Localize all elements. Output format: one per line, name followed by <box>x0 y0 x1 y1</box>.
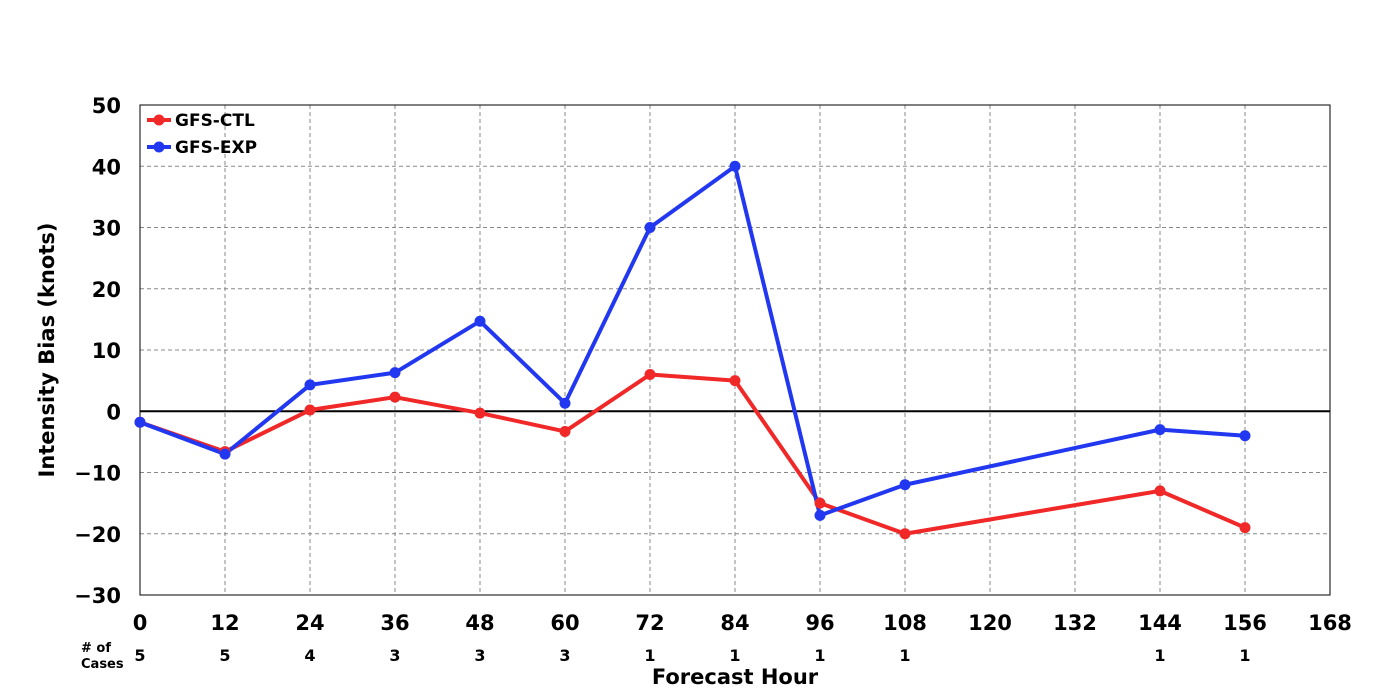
plot-frame <box>139 104 1331 596</box>
data-point-gfs-ctl <box>899 528 911 540</box>
y-tick-label: 0 <box>106 400 121 424</box>
x-tick-label: 60 <box>550 611 579 635</box>
y-tick-label: 50 <box>92 94 121 118</box>
cases-header-line-2: Cases <box>81 657 124 672</box>
data-point-gfs-exp <box>304 379 316 391</box>
series-line-gfs-ctl <box>139 372 1246 536</box>
x-tick-label: 24 <box>295 611 324 635</box>
data-point-gfs-exp <box>474 315 486 327</box>
cases-count: 4 <box>304 646 315 665</box>
data-point-gfs-exp <box>559 397 571 409</box>
data-point-gfs-ctl <box>814 497 826 509</box>
legend-swatch-marker <box>153 114 165 126</box>
cases-count: 1 <box>814 646 825 665</box>
data-point-gfs-ctl <box>729 375 741 387</box>
data-point-gfs-exp <box>389 367 401 379</box>
x-tick-label: 108 <box>883 611 927 635</box>
data-point-gfs-ctl <box>474 407 486 419</box>
y-tick-label: 10 <box>92 339 121 363</box>
cases-count: 1 <box>1239 646 1250 665</box>
data-point-gfs-ctl <box>1239 522 1251 534</box>
cases-count: 3 <box>559 646 570 665</box>
cases-count: 3 <box>474 646 485 665</box>
y-tick-labels: −30 −20 −10 0 10 20 30 40 50 <box>74 94 121 608</box>
data-point-gfs-exp <box>644 222 656 233</box>
data-point-gfs-exp <box>219 448 231 460</box>
series-line-gfs-exp <box>139 164 1246 518</box>
x-tick-label: 132 <box>1053 611 1097 635</box>
y-axis-title: Intensity Bias (knots) <box>35 223 59 478</box>
x-tick-labels: 0 12 24 36 48 60 72 84 96 108 120 132 144 156 168 <box>133 611 1352 635</box>
x-tick-label: 0 <box>133 611 148 635</box>
y-tick-label: 20 <box>92 278 121 302</box>
grid <box>140 105 1330 595</box>
cases-count: 1 <box>644 646 655 665</box>
x-tick-label: 96 <box>805 611 834 635</box>
y-tick-label: 40 <box>92 155 121 179</box>
data-point-gfs-exp <box>814 509 826 521</box>
cases-count: 1 <box>899 646 910 665</box>
x-tick-label: 156 <box>1223 611 1267 635</box>
x-tick-label: 48 <box>465 611 494 635</box>
legend-label: GFS-CTL <box>175 111 255 131</box>
x-tick-label: 72 <box>635 611 664 635</box>
legend-swatch-marker <box>153 141 165 153</box>
data-point-gfs-exp <box>899 479 911 491</box>
data-point-gfs-exp <box>134 416 146 428</box>
cases-count: 5 <box>219 646 230 665</box>
legend: GFS-CTL GFS-EXP <box>147 111 257 158</box>
y-tick-label: −20 <box>74 523 121 547</box>
x-tick-label: 168 <box>1308 611 1352 635</box>
y-tick-label: −30 <box>74 584 121 608</box>
data-point-gfs-exp <box>1239 430 1251 442</box>
data-point-gfs-exp <box>1154 424 1166 436</box>
cases-header-line-1: # of <box>81 641 111 656</box>
y-tick-label: −10 <box>74 462 121 486</box>
cases-count: 1 <box>729 646 740 665</box>
data-point-gfs-ctl <box>389 391 401 403</box>
x-tick-label: 84 <box>720 611 749 635</box>
cases-count: 5 <box>134 646 145 665</box>
data-point-gfs-exp <box>729 160 741 172</box>
x-tick-label: 36 <box>380 611 409 635</box>
cases-row: # of Cases 5 5 4 3 3 3 1 1 1 1 1 1 <box>81 641 1251 672</box>
x-tick-label: 144 <box>1138 611 1182 635</box>
data-point-gfs-ctl <box>1154 485 1166 497</box>
data-point-gfs-ctl <box>559 425 571 437</box>
y-tick-label: 30 <box>92 217 121 241</box>
cases-count: 3 <box>389 646 400 665</box>
cases-count: 1 <box>1154 646 1165 665</box>
x-axis-title: Forecast Hour <box>652 665 819 689</box>
legend-label: GFS-EXP <box>175 138 257 158</box>
data-point-gfs-ctl <box>304 404 316 416</box>
x-tick-label: 12 <box>210 611 239 635</box>
x-tick-label: 120 <box>968 611 1012 635</box>
series-layer <box>134 160 1251 540</box>
data-point-gfs-ctl <box>644 369 656 380</box>
